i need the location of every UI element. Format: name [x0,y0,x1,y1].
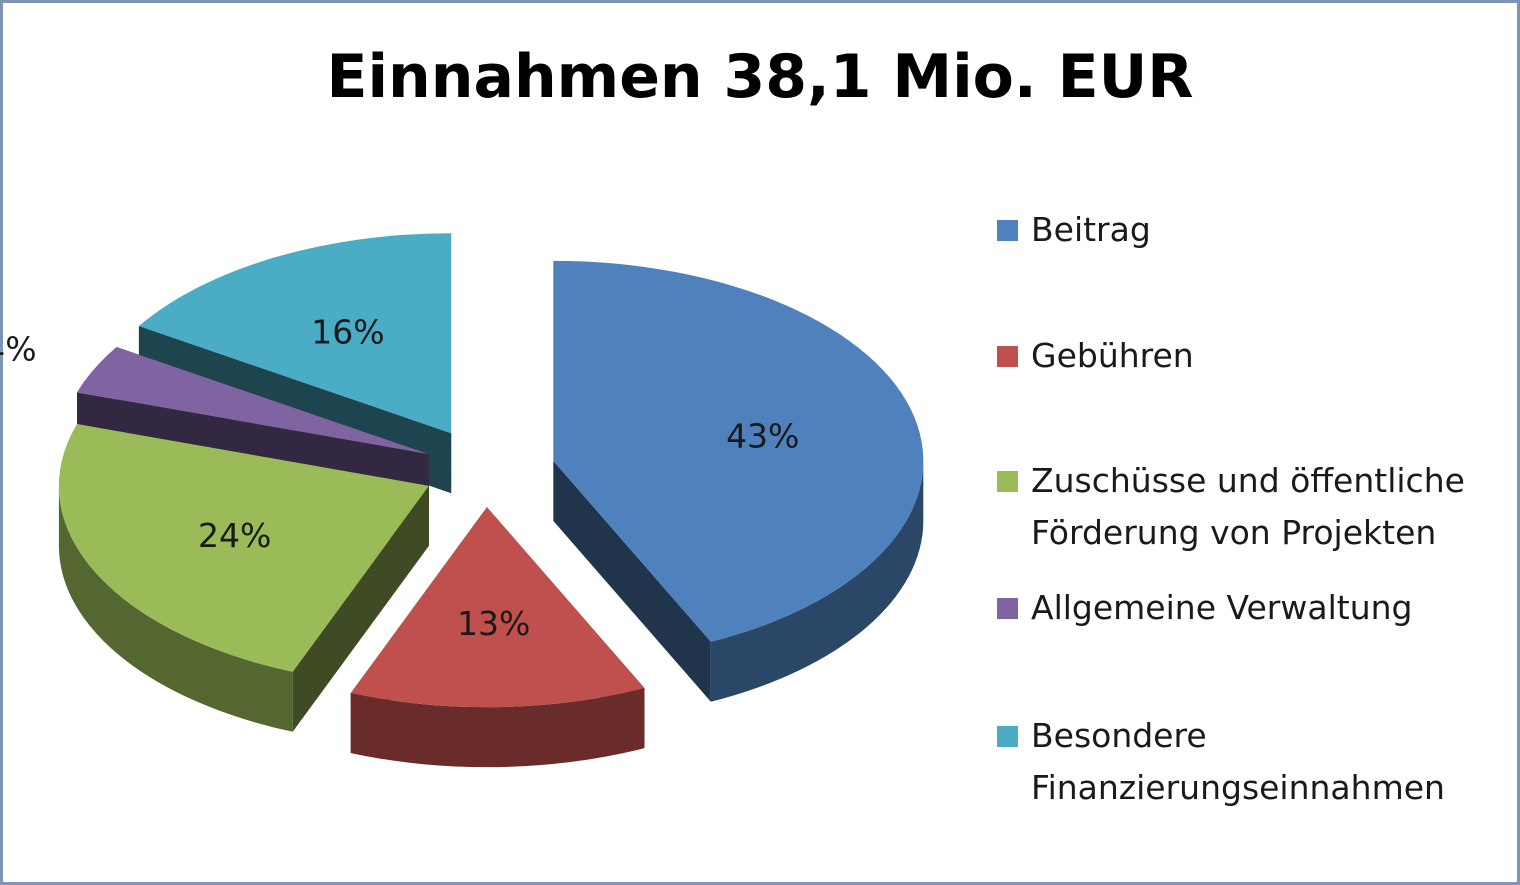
pie-slice-3 [77,346,429,455]
legend: Beitrag Gebühren Zuschüsse und öffentlic… [997,0,1517,885]
pie-slice-0 [553,260,924,642]
pie-labels: 43% 13% 24% 4% 16% [0,313,799,644]
chart-title: Einnahmen 38,1 Mio. EUR [326,42,1194,112]
slice-side [58,485,293,732]
data-label: 16% [311,313,384,352]
slice-side [710,460,924,702]
data-label: 4% [0,329,37,368]
legend-label: Zuschüsse und öffentliche Förderung von … [1031,461,1465,552]
data-label: 24% [198,516,271,555]
slice-wall [292,485,429,732]
legend-label: Allgemeine Verwaltung [1031,588,1413,627]
slice-side [350,688,645,768]
legend-swatch [997,471,1018,492]
legend-swatch [997,726,1018,747]
legend-swatch [997,220,1018,241]
legend-label: Beitrag [1031,210,1151,249]
pie-slice-1 [350,507,645,708]
legend-label: Besondere Finanzierungseinnahmen [1031,716,1445,807]
slice-wall [553,460,711,702]
pie-slice-4 [138,233,452,434]
legend-label: Gebühren [1031,336,1194,375]
pie-slice-2 [58,424,429,672]
legend-swatch [997,346,1018,367]
pie-tops [58,233,924,708]
data-label: 43% [726,417,799,456]
legend-swatch [997,598,1018,619]
data-label: 13% [457,604,530,643]
